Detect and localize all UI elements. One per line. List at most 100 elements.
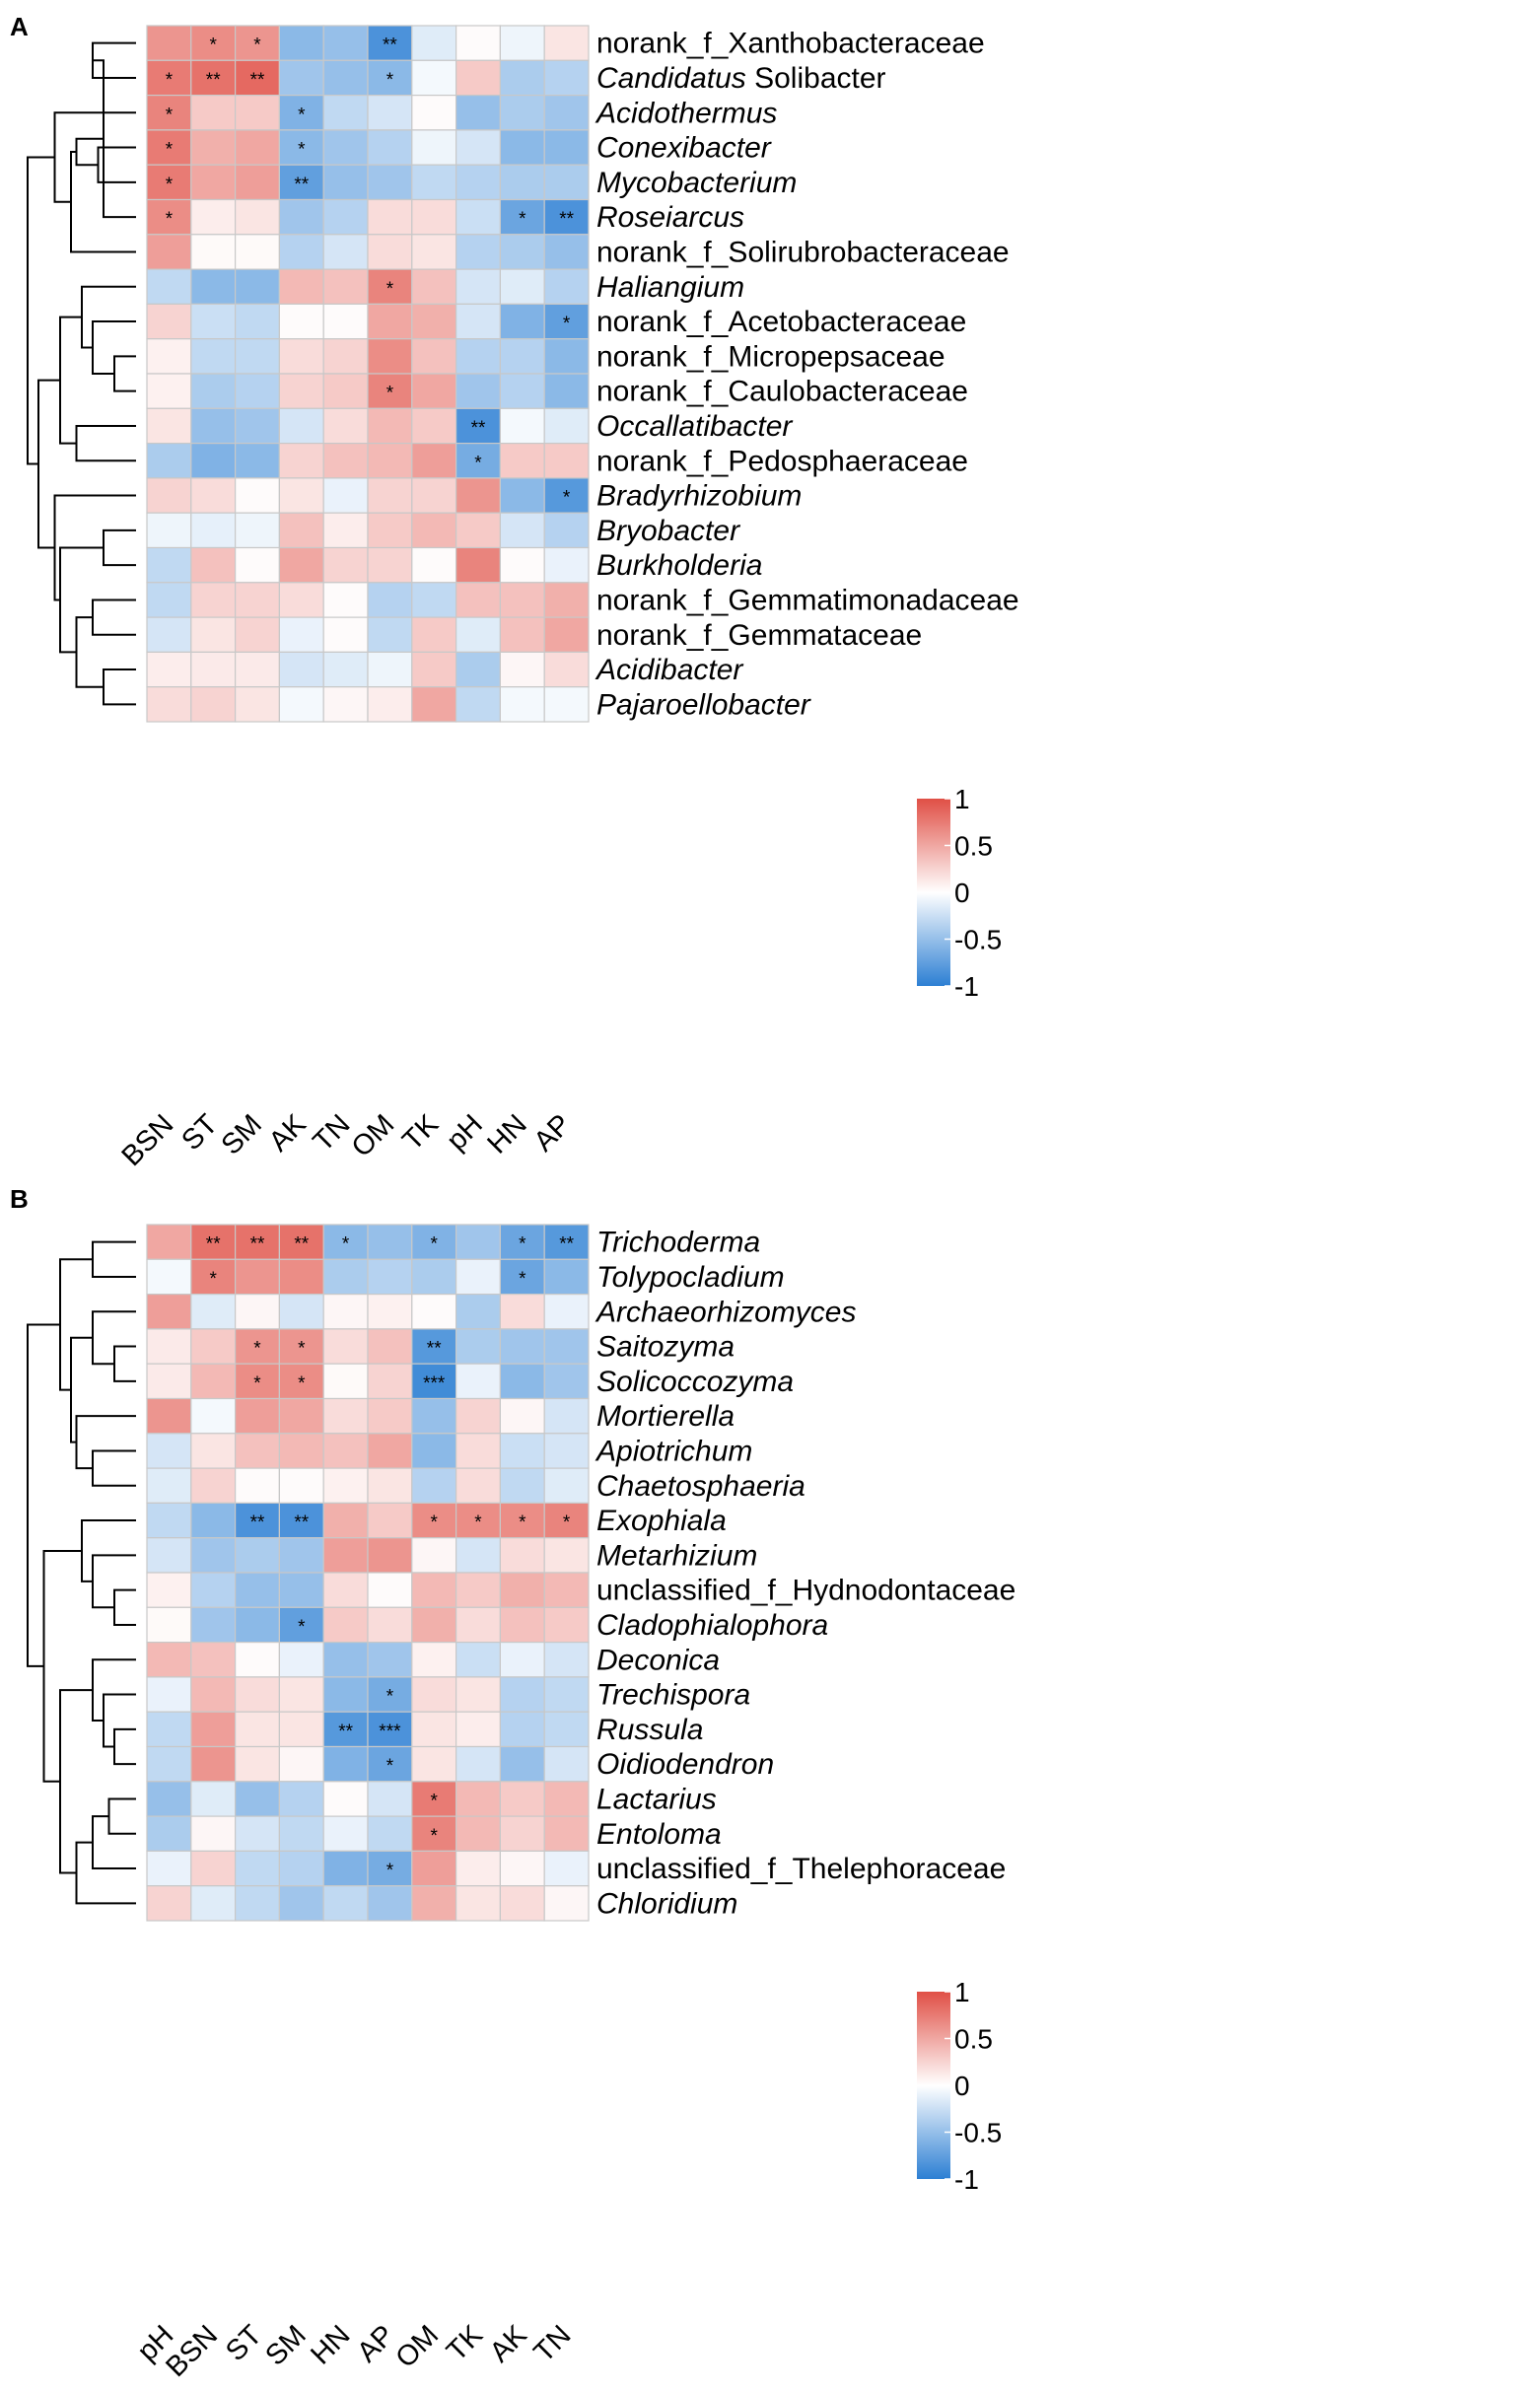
significance-mark: * [430,1234,438,1255]
heatmap-cell [499,407,545,445]
heatmap-cell [411,338,457,375]
heatmap-cell [322,303,369,340]
row-label: norank_f_Xanthobacteraceae [596,28,985,60]
row-label-italic: Oidiodendron [596,1748,774,1781]
heatmap-cell [367,1885,413,1922]
row-label: Exophiala [596,1505,727,1537]
heatmap-cell [455,546,502,584]
dendrogram-branch [92,1240,136,1278]
heatmap-cell [367,1328,413,1365]
significance-mark: * [166,209,174,230]
heatmap-cell [411,1606,457,1644]
dendrogram-branch [92,1815,136,1870]
heatmap-cell [411,1258,457,1296]
heatmap-cell [278,1328,324,1365]
heatmap-cell [411,1885,457,1922]
heatmap-cell [411,198,457,236]
significance-mark: * [166,175,174,195]
dendrogram-branch [75,424,136,462]
heatmap-cell [543,477,590,514]
heatmap-cell [146,198,192,236]
row-label: Tolypocladium [596,1261,785,1294]
heatmap-cell [543,129,590,166]
significance-mark: * [474,1512,482,1533]
heatmap-cell [322,1781,369,1817]
significance-mark: * [386,1687,394,1708]
heatmap-cell [367,616,413,653]
significance-mark: ** [427,1339,442,1360]
heatmap-cell [411,234,457,270]
significance-mark: * [386,1756,394,1777]
row-label-italic: Occallatibacter [596,410,793,443]
heatmap-cell [322,25,369,61]
heatmap-cell [146,234,192,270]
row-label: Solicoccozyma [596,1366,794,1398]
dendrogram-branch [27,1323,60,1667]
heatmap-cell [235,1711,281,1748]
heatmap-cell [190,1745,237,1783]
heatmap-cell [190,1606,237,1644]
heatmap-cell [455,1258,502,1296]
heatmap-cell [455,512,502,549]
heatmap-cell [322,1433,369,1469]
heatmap-cell [322,1815,369,1852]
heatmap-cell [278,1293,324,1330]
row-label-italic: Entoloma [596,1818,722,1851]
heatmap-cell [146,1363,192,1400]
heatmap-cell [235,582,281,618]
heatmap-cell [278,686,324,723]
heatmap-cell [278,1781,324,1817]
heatmap-cell [190,338,237,375]
heatmap-cell [455,129,502,166]
heatmap-cell [499,1224,545,1260]
heatmap-cell [322,477,369,514]
heatmap-cell [499,1850,545,1887]
heatmap-cell [455,407,502,445]
row-label-italic: Chaetosphaeria [596,1470,805,1503]
heatmap-cell [543,1815,590,1852]
heatmap-cell [146,1467,192,1504]
row-label: Mortierella [596,1400,735,1433]
heatmap-cell [367,582,413,618]
dendrogram-branch [75,137,104,167]
heatmap-cell [146,616,192,653]
heatmap-cell [190,1363,237,1400]
heatmap-cell [190,651,237,688]
heatmap-cell [499,1572,545,1608]
heatmap-cell [411,1850,457,1887]
heatmap-cell [455,1572,502,1608]
dendrogram-branch [75,616,104,688]
heatmap-cell [543,1258,590,1296]
heatmap-cell [367,1363,413,1400]
heatmap-cell [235,686,281,723]
heatmap-cell [278,443,324,479]
heatmap-cell [322,582,369,618]
column-label: TN [308,1108,357,1158]
row-label-italic: Saitozyma [596,1331,735,1364]
heatmap-cell [455,25,502,61]
panel-label-b: B [10,1184,29,1214]
significance-mark: * [253,1339,261,1360]
heatmap-cell [235,1293,281,1330]
heatmap-cell [235,59,281,97]
legend-tick-label: 1 [954,784,970,814]
heatmap-cell [278,1850,324,1887]
row-label: norank_f_Micropepsaceae [596,340,945,373]
row-label-italic: Acidothermus [595,97,777,129]
heatmap-cell [235,234,281,270]
heatmap-cell [367,512,413,549]
heatmap-cell [499,1676,545,1713]
heatmap-cell [190,1224,237,1260]
heatmap-cell [190,1815,237,1852]
heatmap-cell [499,1641,545,1678]
heatmap-cell [190,129,237,166]
significance-mark: * [253,35,261,56]
significance-mark: * [298,105,306,125]
heatmap-cell [455,198,502,236]
dendrogram-branch [37,379,60,549]
heatmap-cell [146,651,192,688]
heatmap-cell [543,25,590,61]
heatmap-cell [499,1885,545,1922]
row-label: Roseiarcus [596,201,744,234]
significance-mark: *** [379,1722,401,1742]
